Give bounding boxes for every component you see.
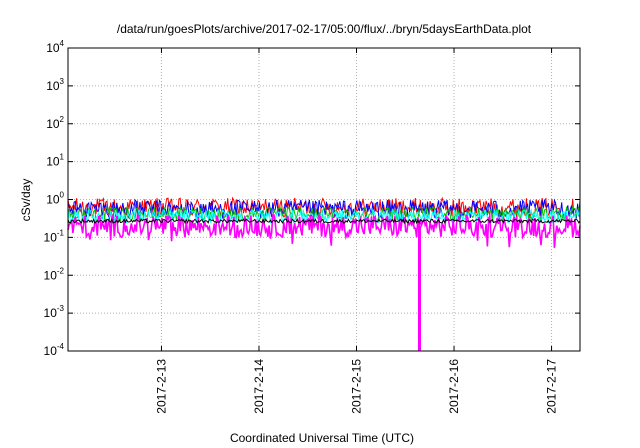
series-line — [67, 208, 581, 225]
series-lines — [67, 196, 581, 351]
x-tick-label: 2017-2-13 — [154, 359, 168, 414]
x-tick-labels: 2017-2-13 2017-2-14 2017-2-15 2017-2-16 2017… — [154, 359, 558, 414]
y-tick-label: 10-2 — [44, 266, 65, 282]
y-tick-exponent: -1 — [57, 228, 65, 237]
x-tick-label: 2017-2-15 — [350, 359, 364, 414]
y-tick-base: 10 — [46, 41, 60, 55]
y-tick-label: 104 — [46, 39, 64, 55]
y-tick-exponent: 4 — [60, 39, 65, 48]
y-tick-exponent: 0 — [60, 191, 65, 200]
y-tick-base: 10 — [44, 230, 58, 244]
y-tick-label: 100 — [46, 191, 64, 207]
axes — [67, 47, 581, 352]
y-axis-label: cSv/day — [19, 179, 33, 222]
y-tick-label: 10-3 — [44, 304, 65, 320]
y-tick-base: 10 — [46, 79, 60, 93]
y-tick-label: 10-4 — [44, 342, 65, 358]
y-tick-label: 10-1 — [44, 228, 65, 244]
y-tick-exponent: -4 — [57, 342, 65, 351]
y-tick-exponent: 2 — [60, 115, 65, 124]
series-line — [67, 217, 581, 225]
grid-lines — [68, 48, 580, 351]
x-tick-label: 2017-2-17 — [545, 359, 559, 414]
y-tick-label: 101 — [46, 153, 64, 169]
y-tick-exponent: -3 — [57, 304, 65, 313]
y-tick-exponent: -2 — [57, 266, 65, 275]
y-tick-label: 103 — [46, 77, 64, 93]
plot-frame — [67, 47, 581, 352]
y-tick-base: 10 — [44, 306, 58, 320]
series-line — [67, 212, 581, 248]
y-tick-base: 10 — [46, 155, 60, 169]
y-tick-base: 10 — [46, 193, 60, 207]
y-tick-exponent: 1 — [60, 153, 65, 162]
y-tick-base: 10 — [46, 117, 60, 131]
y-tick-label: 102 — [46, 115, 64, 131]
y-tick-exponent: 3 — [60, 77, 65, 86]
chart-title: /data/run/goesPlots/archive/2017-02-17/0… — [117, 22, 532, 36]
x-axis-label: Coordinated Universal Time (UTC) — [230, 431, 414, 445]
x-tick-label: 2017-2-14 — [252, 359, 266, 414]
y-tick-base: 10 — [44, 268, 58, 282]
y-tick-base: 10 — [44, 344, 58, 358]
x-tick-label: 2017-2-16 — [447, 359, 461, 414]
